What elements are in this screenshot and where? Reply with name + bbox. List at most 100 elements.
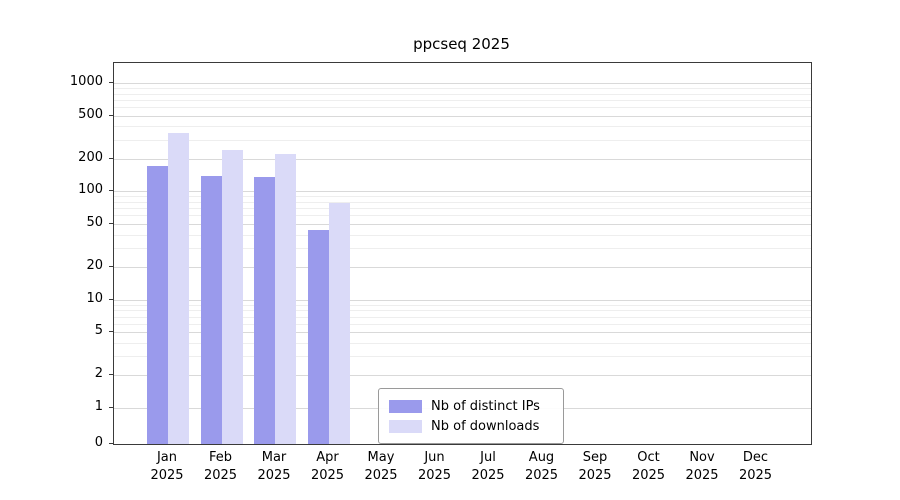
y-tick-mark xyxy=(109,157,113,159)
x-tick-label-jun: Jun 2025 xyxy=(407,449,463,485)
y-tick-mark xyxy=(109,298,113,300)
x-tick-label-apr: Apr 2025 xyxy=(300,449,356,485)
x-tick-year: 2025 xyxy=(578,468,612,483)
legend-item-downloads: Nb of downloads xyxy=(389,416,553,436)
bar-distinct-ips-feb xyxy=(200,175,222,444)
plot-area: Nb of distinct IPs Nb of downloads xyxy=(113,62,812,445)
x-tick-month: Sep xyxy=(582,450,608,465)
gridline-minor xyxy=(114,126,811,128)
y-tick-mark xyxy=(109,114,113,116)
gridline-major xyxy=(114,83,811,85)
gridline-major xyxy=(114,115,811,117)
x-tick-month: May xyxy=(367,450,395,465)
bar-downloads-apr xyxy=(328,203,350,444)
gridline-major xyxy=(114,299,811,301)
gridline-minor xyxy=(114,356,811,358)
y-tick-mark xyxy=(109,443,113,444)
bar-downloads-jan xyxy=(168,132,189,444)
x-tick-year: 2025 xyxy=(417,468,452,483)
gridline-minor xyxy=(114,215,811,217)
gridline-major xyxy=(114,224,811,225)
x-tick-label-aug: Aug 2025 xyxy=(514,449,570,485)
gridline-minor xyxy=(114,323,811,325)
x-tick-label-may: May 2025 xyxy=(353,449,409,485)
x-tick-month: Jul xyxy=(480,450,496,465)
x-tick-label-mar: Mar 2025 xyxy=(246,449,302,485)
legend-swatch-distinct-ips xyxy=(389,399,422,413)
gridline-major xyxy=(114,332,811,334)
x-tick-month: Mar xyxy=(261,450,287,465)
y-tick-mark xyxy=(109,223,113,224)
bar-downloads-mar xyxy=(275,154,296,444)
y-tick-label: 1000 xyxy=(69,74,103,90)
x-tick-label-nov: Nov 2025 xyxy=(674,449,730,485)
gridline-major xyxy=(114,267,811,269)
x-tick-year: 2025 xyxy=(310,468,345,483)
gridline-minor xyxy=(114,201,811,203)
gridline-minor xyxy=(114,304,811,306)
gridline-minor xyxy=(114,310,811,312)
x-tick-label-jan: Jan 2025 xyxy=(139,449,195,485)
y-tick-label: 1 xyxy=(94,399,103,414)
legend-item-distinct-ips: Nb of distinct IPs xyxy=(389,396,553,416)
x-tick-month: Feb xyxy=(208,450,233,465)
x-tick-label-dec: Dec 2025 xyxy=(728,449,784,485)
y-tick-mark xyxy=(109,266,113,268)
x-tick-label-oct: Oct 2025 xyxy=(621,449,677,485)
x-tick-year: 2025 xyxy=(203,468,238,483)
x-tick-month: Aug xyxy=(528,450,555,465)
y-tick-label: 500 xyxy=(78,106,103,122)
y-tick-label: 100 xyxy=(78,182,103,198)
legend-swatch-downloads xyxy=(389,419,422,433)
gridline-minor xyxy=(114,208,811,210)
gridline-major xyxy=(114,191,811,193)
x-tick-year: 2025 xyxy=(738,468,773,483)
gridline-minor xyxy=(114,99,811,101)
gridline-minor xyxy=(114,196,811,198)
x-tick-label-jul: Jul 2025 xyxy=(460,449,516,485)
x-tick-year: 2025 xyxy=(524,468,559,483)
y-tick-mark xyxy=(109,407,113,408)
x-tick-month: Jun xyxy=(424,450,445,465)
x-tick-month: Oct xyxy=(637,450,660,465)
gridline-minor xyxy=(114,248,811,249)
y-tick-label: 50 xyxy=(86,215,103,230)
x-tick-label-sep: Sep 2025 xyxy=(567,449,623,485)
x-tick-year: 2025 xyxy=(685,468,719,483)
bar-distinct-ips-apr xyxy=(307,230,329,444)
x-tick-year: 2025 xyxy=(471,468,505,483)
y-tick-label: 20 xyxy=(86,258,103,274)
legend: Nb of distinct IPs Nb of downloads xyxy=(378,388,564,444)
y-tick-mark xyxy=(109,190,113,192)
x-tick-month: Jan xyxy=(156,450,178,465)
x-tick-month: Dec xyxy=(742,450,769,465)
x-tick-year: 2025 xyxy=(631,468,666,483)
gridline-minor xyxy=(114,342,811,344)
gridline-major xyxy=(114,375,811,377)
bar-distinct-ips-mar xyxy=(254,177,275,444)
chart-title: ppcseq 2025 xyxy=(413,35,510,53)
x-tick-month: Apr xyxy=(316,450,339,465)
x-tick-year: 2025 xyxy=(364,468,398,483)
bar-downloads-feb xyxy=(221,150,243,444)
gridline-minor xyxy=(114,107,811,109)
gridline-minor xyxy=(114,234,811,236)
gridline-minor xyxy=(114,139,811,141)
bar-distinct-ips-jan xyxy=(147,166,168,444)
x-tick-label-feb: Feb 2025 xyxy=(193,449,249,485)
y-tick-mark xyxy=(109,331,113,333)
gridline-major xyxy=(114,158,811,160)
y-tick-mark xyxy=(109,374,113,376)
x-tick-year: 2025 xyxy=(257,468,291,483)
y-tick-label: 0 xyxy=(94,435,103,450)
y-tick-label: 200 xyxy=(78,149,103,165)
gridline-minor xyxy=(114,88,811,90)
x-tick-month: Nov xyxy=(689,450,715,465)
y-tick-mark xyxy=(109,82,113,84)
gridline-minor xyxy=(114,316,811,318)
x-tick-year: 2025 xyxy=(150,468,184,483)
y-tick-label: 10 xyxy=(86,290,103,306)
gridline-minor xyxy=(114,93,811,95)
y-tick-label: 2 xyxy=(94,366,103,382)
